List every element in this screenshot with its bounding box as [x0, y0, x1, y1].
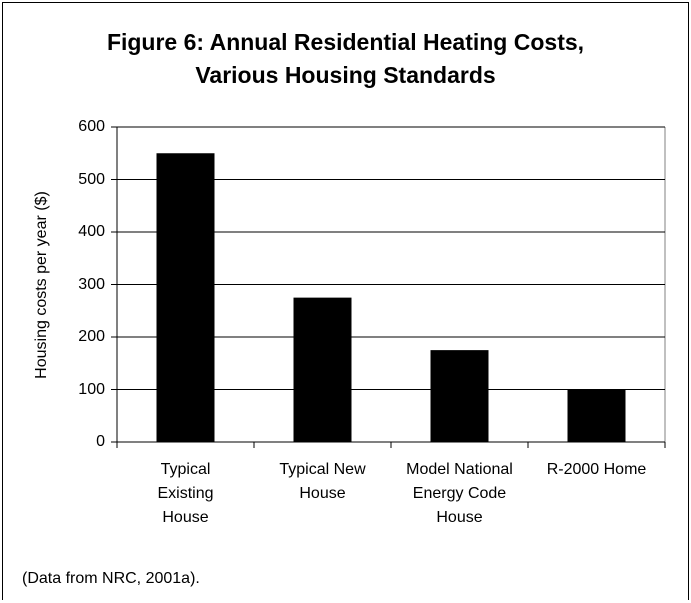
x-tick-label: Model National Energy Code House — [406, 461, 513, 526]
y-tick-label: 100 — [78, 380, 105, 398]
bar — [156, 153, 215, 442]
chart-title: Figure 6: Annual Residential Heating Cos… — [106, 29, 585, 88]
x-tick-label: Typical New House — [279, 461, 366, 502]
bar — [567, 389, 626, 442]
x-tick-label: Typical Existing House — [157, 461, 214, 526]
y-tick-label: 0 — [96, 433, 105, 450]
y-tick-label: 300 — [78, 275, 105, 293]
bar — [430, 350, 489, 442]
source-note: (Data from NRC, 2001a). — [22, 570, 200, 587]
x-tick-label: R-2000 Home — [546, 461, 647, 478]
bar — [293, 297, 352, 442]
y-tick-label: 400 — [78, 223, 105, 240]
y-tick-label: 500 — [78, 170, 105, 188]
y-tick-label: 600 — [78, 118, 105, 135]
y-tick-label: 200 — [78, 328, 105, 345]
